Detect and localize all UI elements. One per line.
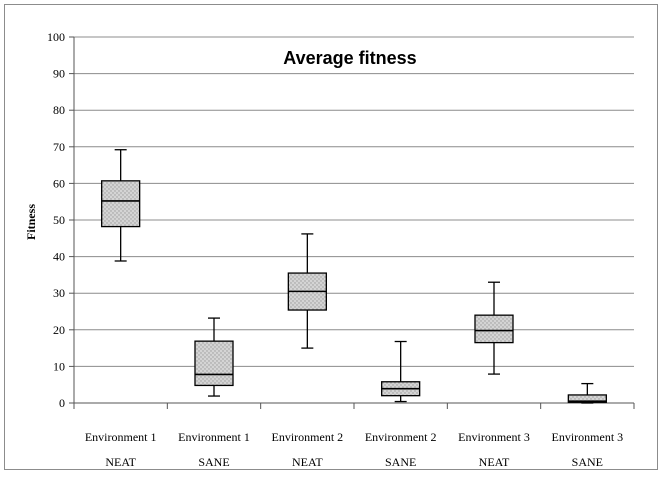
y-tick-label: 30 [53,286,65,300]
y-tick-label: 20 [53,323,65,337]
box-6 [567,382,607,404]
gridlines [69,36,634,404]
x-category-label: Environment 1 [85,430,157,444]
y-tick-label: 60 [53,176,65,190]
iqr-box [474,314,514,344]
y-tick-label: 90 [53,67,65,81]
y-tick-labels: 0 10 20 30 40 50 60 70 80 90 100 [47,30,65,410]
y-tick-label: 50 [53,213,65,227]
boxes [101,149,607,404]
x-category-sublabel: NEAT [479,455,510,469]
box-4 [381,340,421,403]
x-category-label: Environment 2 [365,430,437,444]
y-tick-label: 0 [59,396,65,410]
box-5 [474,281,514,375]
x-category-label: Environment 2 [272,430,344,444]
y-tick-label: 70 [53,140,65,154]
x-category-label: Environment 1 [178,430,250,444]
y-axis-label: Fitness [24,204,38,240]
y-tick-label: 100 [47,30,65,44]
x-category-label: Environment 3 [458,430,530,444]
x-category-label: Environment 3 [552,430,624,444]
box-1 [101,149,141,262]
iqr-box [194,340,234,387]
box-3 [287,233,327,349]
x-category-sublabel: SANE [198,455,229,469]
y-tick-label: 80 [53,103,65,117]
box-2 [194,317,234,397]
x-category-sublabel: SANE [572,455,603,469]
x-category-sublabel: NEAT [292,455,323,469]
axes [73,37,635,409]
category-labels: Environment 1 NEAT Environment 1 SANE Enviro… [85,430,623,469]
chart-frame [4,4,658,470]
x-category-sublabel: NEAT [105,455,136,469]
iqr-box [567,394,607,403]
iqr-box [101,180,141,228]
y-tick-label: 40 [53,250,65,264]
x-category-sublabel: SANE [385,455,416,469]
y-tick-label: 10 [53,359,65,373]
chart-title: Average fitness [283,48,416,68]
